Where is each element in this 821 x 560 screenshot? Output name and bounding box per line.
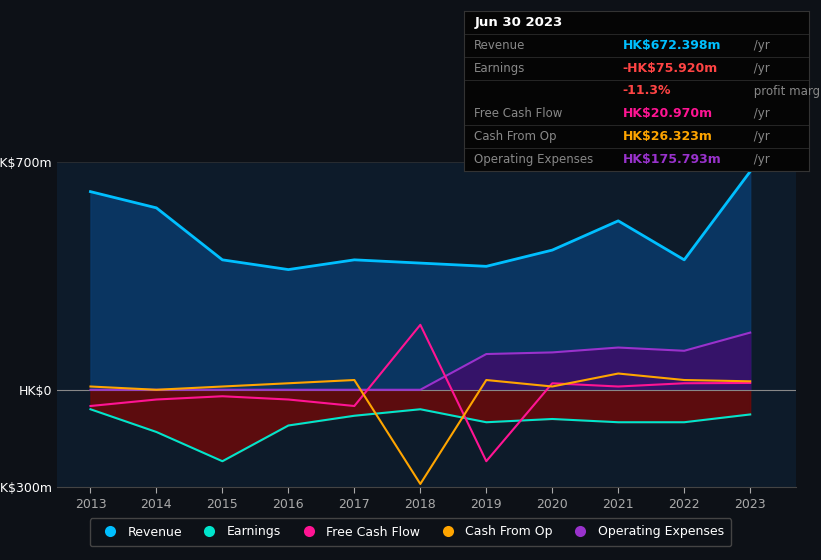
Text: -HK$75.920m: -HK$75.920m xyxy=(622,62,718,74)
Text: HK$175.793m: HK$175.793m xyxy=(622,153,721,166)
Text: HK$672.398m: HK$672.398m xyxy=(622,39,721,52)
Text: Free Cash Flow: Free Cash Flow xyxy=(475,108,562,120)
Text: Earnings: Earnings xyxy=(475,62,525,74)
Text: /yr: /yr xyxy=(750,62,770,74)
Text: Operating Expenses: Operating Expenses xyxy=(475,153,594,166)
Text: -11.3%: -11.3% xyxy=(622,85,671,97)
Text: /yr: /yr xyxy=(750,130,770,143)
Text: Jun 30 2023: Jun 30 2023 xyxy=(475,16,562,29)
Text: HK$26.323m: HK$26.323m xyxy=(622,130,713,143)
Text: /yr: /yr xyxy=(750,39,770,52)
Text: Cash From Op: Cash From Op xyxy=(475,130,557,143)
Text: HK$20.970m: HK$20.970m xyxy=(622,108,713,120)
Text: profit margin: profit margin xyxy=(750,85,821,97)
Text: /yr: /yr xyxy=(750,108,770,120)
Legend: Revenue, Earnings, Free Cash Flow, Cash From Op, Operating Expenses: Revenue, Earnings, Free Cash Flow, Cash … xyxy=(89,518,732,546)
Text: Revenue: Revenue xyxy=(475,39,525,52)
Text: /yr: /yr xyxy=(750,153,770,166)
